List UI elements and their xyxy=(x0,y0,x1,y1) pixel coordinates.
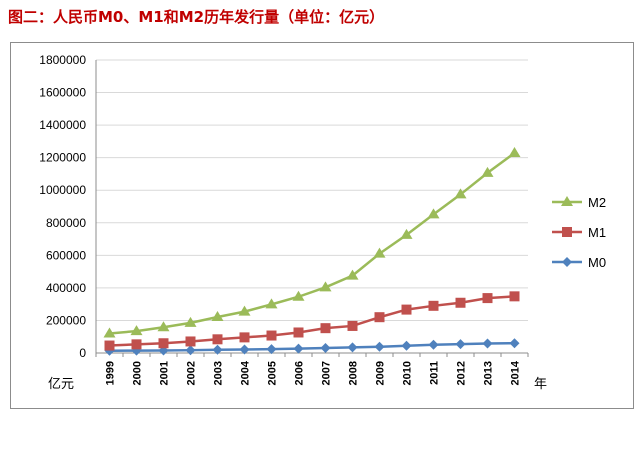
data-point-m1 xyxy=(104,340,115,351)
data-point-m1 xyxy=(239,332,250,343)
data-point-m0 xyxy=(320,343,331,354)
y-unit-label: 亿元 xyxy=(48,377,74,392)
data-point-m1 xyxy=(293,327,304,338)
x-tick-label: 2003 xyxy=(213,361,225,385)
data-point-m1 xyxy=(482,293,493,304)
data-point-m2 xyxy=(319,281,332,292)
data-point-m0 xyxy=(401,340,412,351)
x-unit-label: 年 xyxy=(534,377,547,392)
y-tick-label: 1000000 xyxy=(39,183,86,197)
x-tick-label: 2005 xyxy=(267,361,279,385)
data-point-m1 xyxy=(347,320,358,331)
legend-label-m1: M1 xyxy=(588,225,606,240)
series-line-m0 xyxy=(109,341,515,353)
chart-title: 图二：人民币M0、M1和M2历年发行量（单位：亿元） xyxy=(8,8,385,26)
data-point-m0 xyxy=(482,338,493,349)
data-point-m2 xyxy=(454,188,467,199)
data-point-m1 xyxy=(320,323,331,334)
legend-marker-m0 xyxy=(562,257,572,267)
series-line-m1 xyxy=(109,295,515,347)
legend-label-m2: M2 xyxy=(588,195,606,210)
data-point-m0 xyxy=(239,344,250,355)
x-tick-label: 2012 xyxy=(456,361,468,385)
y-tick-label: 400000 xyxy=(46,281,86,295)
data-point-m0 xyxy=(293,343,304,354)
chart-frame xyxy=(10,42,634,409)
legend-label-m0: M0 xyxy=(588,255,606,270)
x-tick-label: 2002 xyxy=(186,361,198,385)
x-tick-label: 2004 xyxy=(240,360,252,385)
data-point-m0 xyxy=(455,339,466,350)
data-point-m1 xyxy=(401,304,412,315)
x-tick-label: 2006 xyxy=(294,361,306,385)
data-point-m2 xyxy=(481,166,494,177)
data-point-m1 xyxy=(185,336,196,347)
legend-marker-m1 xyxy=(562,227,572,237)
data-point-m2 xyxy=(130,325,143,336)
y-tick-label: 800000 xyxy=(46,216,86,230)
data-point-m0 xyxy=(212,344,223,355)
y-tick-label: 1400000 xyxy=(39,118,86,132)
data-point-m2 xyxy=(508,147,521,158)
x-tick-label: 1999 xyxy=(105,361,117,385)
y-tick-label: 1800000 xyxy=(39,53,86,67)
data-point-m1 xyxy=(374,312,385,323)
data-point-m0 xyxy=(266,344,277,355)
x-tick-label: 2007 xyxy=(321,361,333,385)
x-tick-label: 2014 xyxy=(510,360,522,385)
data-point-m1 xyxy=(428,300,439,311)
x-tick-label: 2010 xyxy=(402,361,414,385)
data-point-m0 xyxy=(509,338,520,349)
x-tick-label: 2000 xyxy=(132,361,144,385)
data-point-m2 xyxy=(373,247,386,258)
data-point-m2 xyxy=(265,298,278,309)
data-point-m2 xyxy=(103,327,116,338)
y-tick-label: 1600000 xyxy=(39,86,86,100)
x-tick-label: 2011 xyxy=(429,361,441,385)
data-point-m2 xyxy=(211,310,224,321)
x-tick-label: 2013 xyxy=(483,361,495,385)
data-point-m1 xyxy=(212,334,223,345)
data-point-m1 xyxy=(455,297,466,308)
data-point-m1 xyxy=(158,338,169,349)
data-point-m2 xyxy=(238,305,251,316)
data-point-m2 xyxy=(184,316,197,327)
data-point-m1 xyxy=(131,339,142,350)
data-point-m2 xyxy=(427,208,440,219)
y-tick-label: 200000 xyxy=(46,313,86,327)
y-tick-label: 0 xyxy=(79,346,86,360)
data-point-m0 xyxy=(374,341,385,352)
data-point-m0 xyxy=(185,345,196,356)
data-point-m1 xyxy=(266,330,277,341)
data-point-m0 xyxy=(347,342,358,353)
y-tick-label: 600000 xyxy=(46,248,86,262)
x-tick-label: 2009 xyxy=(375,361,387,385)
x-tick-label: 2008 xyxy=(348,361,360,385)
x-tick-label: 2001 xyxy=(159,361,171,385)
series-line-m2 xyxy=(109,152,516,335)
data-point-m2 xyxy=(292,290,305,301)
data-point-m2 xyxy=(157,321,170,332)
data-point-m0 xyxy=(428,339,439,350)
data-point-m1 xyxy=(509,291,520,302)
data-point-m2 xyxy=(346,269,359,280)
legend-marker-m2 xyxy=(561,196,573,206)
data-point-m2 xyxy=(400,228,413,239)
y-tick-label: 1200000 xyxy=(39,151,86,165)
